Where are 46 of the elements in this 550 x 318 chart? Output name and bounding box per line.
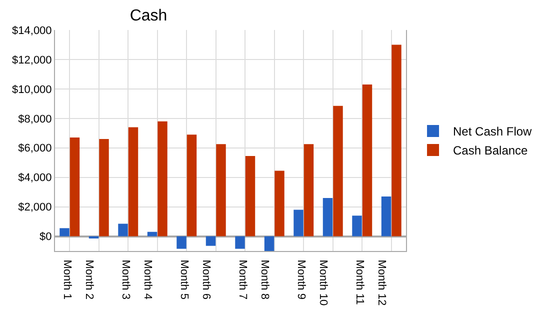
legend-label: Cash Balance — [453, 144, 528, 158]
bar — [274, 170, 284, 236]
bar — [186, 134, 197, 236]
x-tick-label: Month 8 — [258, 260, 271, 300]
bar — [381, 196, 392, 236]
bar — [294, 210, 304, 236]
bar — [147, 232, 158, 236]
y-tick-label: $14,000 — [12, 24, 52, 37]
bar — [304, 144, 314, 236]
bar — [176, 236, 186, 249]
bar — [235, 236, 245, 249]
y-tick-label: $8,000 — [18, 113, 52, 126]
x-tick-label: Month 10 — [317, 260, 330, 306]
y-tick-label: $4,000 — [18, 172, 52, 184]
x-tick-label: Month 6 — [200, 260, 212, 300]
bar — [264, 236, 274, 251]
y-tick-label: $10,000 — [12, 84, 52, 96]
bar — [245, 156, 256, 236]
bar — [216, 144, 226, 236]
y-tick-label: $6,000 — [18, 142, 52, 155]
chart-title: Cash — [130, 8, 168, 25]
y-tick-label: $12,000 — [12, 54, 52, 66]
bar — [362, 84, 372, 236]
bar — [128, 127, 138, 236]
x-tick-label: Month 5 — [178, 260, 190, 300]
bar — [392, 44, 402, 236]
x-tick-label: Month 11 — [354, 260, 366, 305]
bar — [118, 224, 128, 236]
x-tick-label: Month 1 — [61, 260, 74, 300]
x-tick-label: Month 12 — [376, 260, 388, 306]
bar — [206, 236, 216, 246]
legend-label: Net Cash Flow — [453, 124, 532, 139]
bar — [70, 138, 80, 236]
x-tick-label: Month 4 — [142, 260, 154, 300]
y-tick-label: $0 — [40, 231, 52, 244]
bar — [99, 139, 109, 236]
x-tick-label: Month 2 — [83, 260, 96, 300]
bar — [60, 228, 70, 236]
y-tick-label: $2,000 — [18, 202, 52, 214]
bar — [352, 216, 362, 236]
bar — [158, 121, 168, 236]
bar — [322, 198, 333, 236]
x-tick-label: Month 3 — [120, 260, 132, 300]
bar — [333, 106, 343, 236]
x-tick-label: Month 7 — [236, 260, 249, 300]
x-tick-label: Month 9 — [295, 260, 308, 300]
